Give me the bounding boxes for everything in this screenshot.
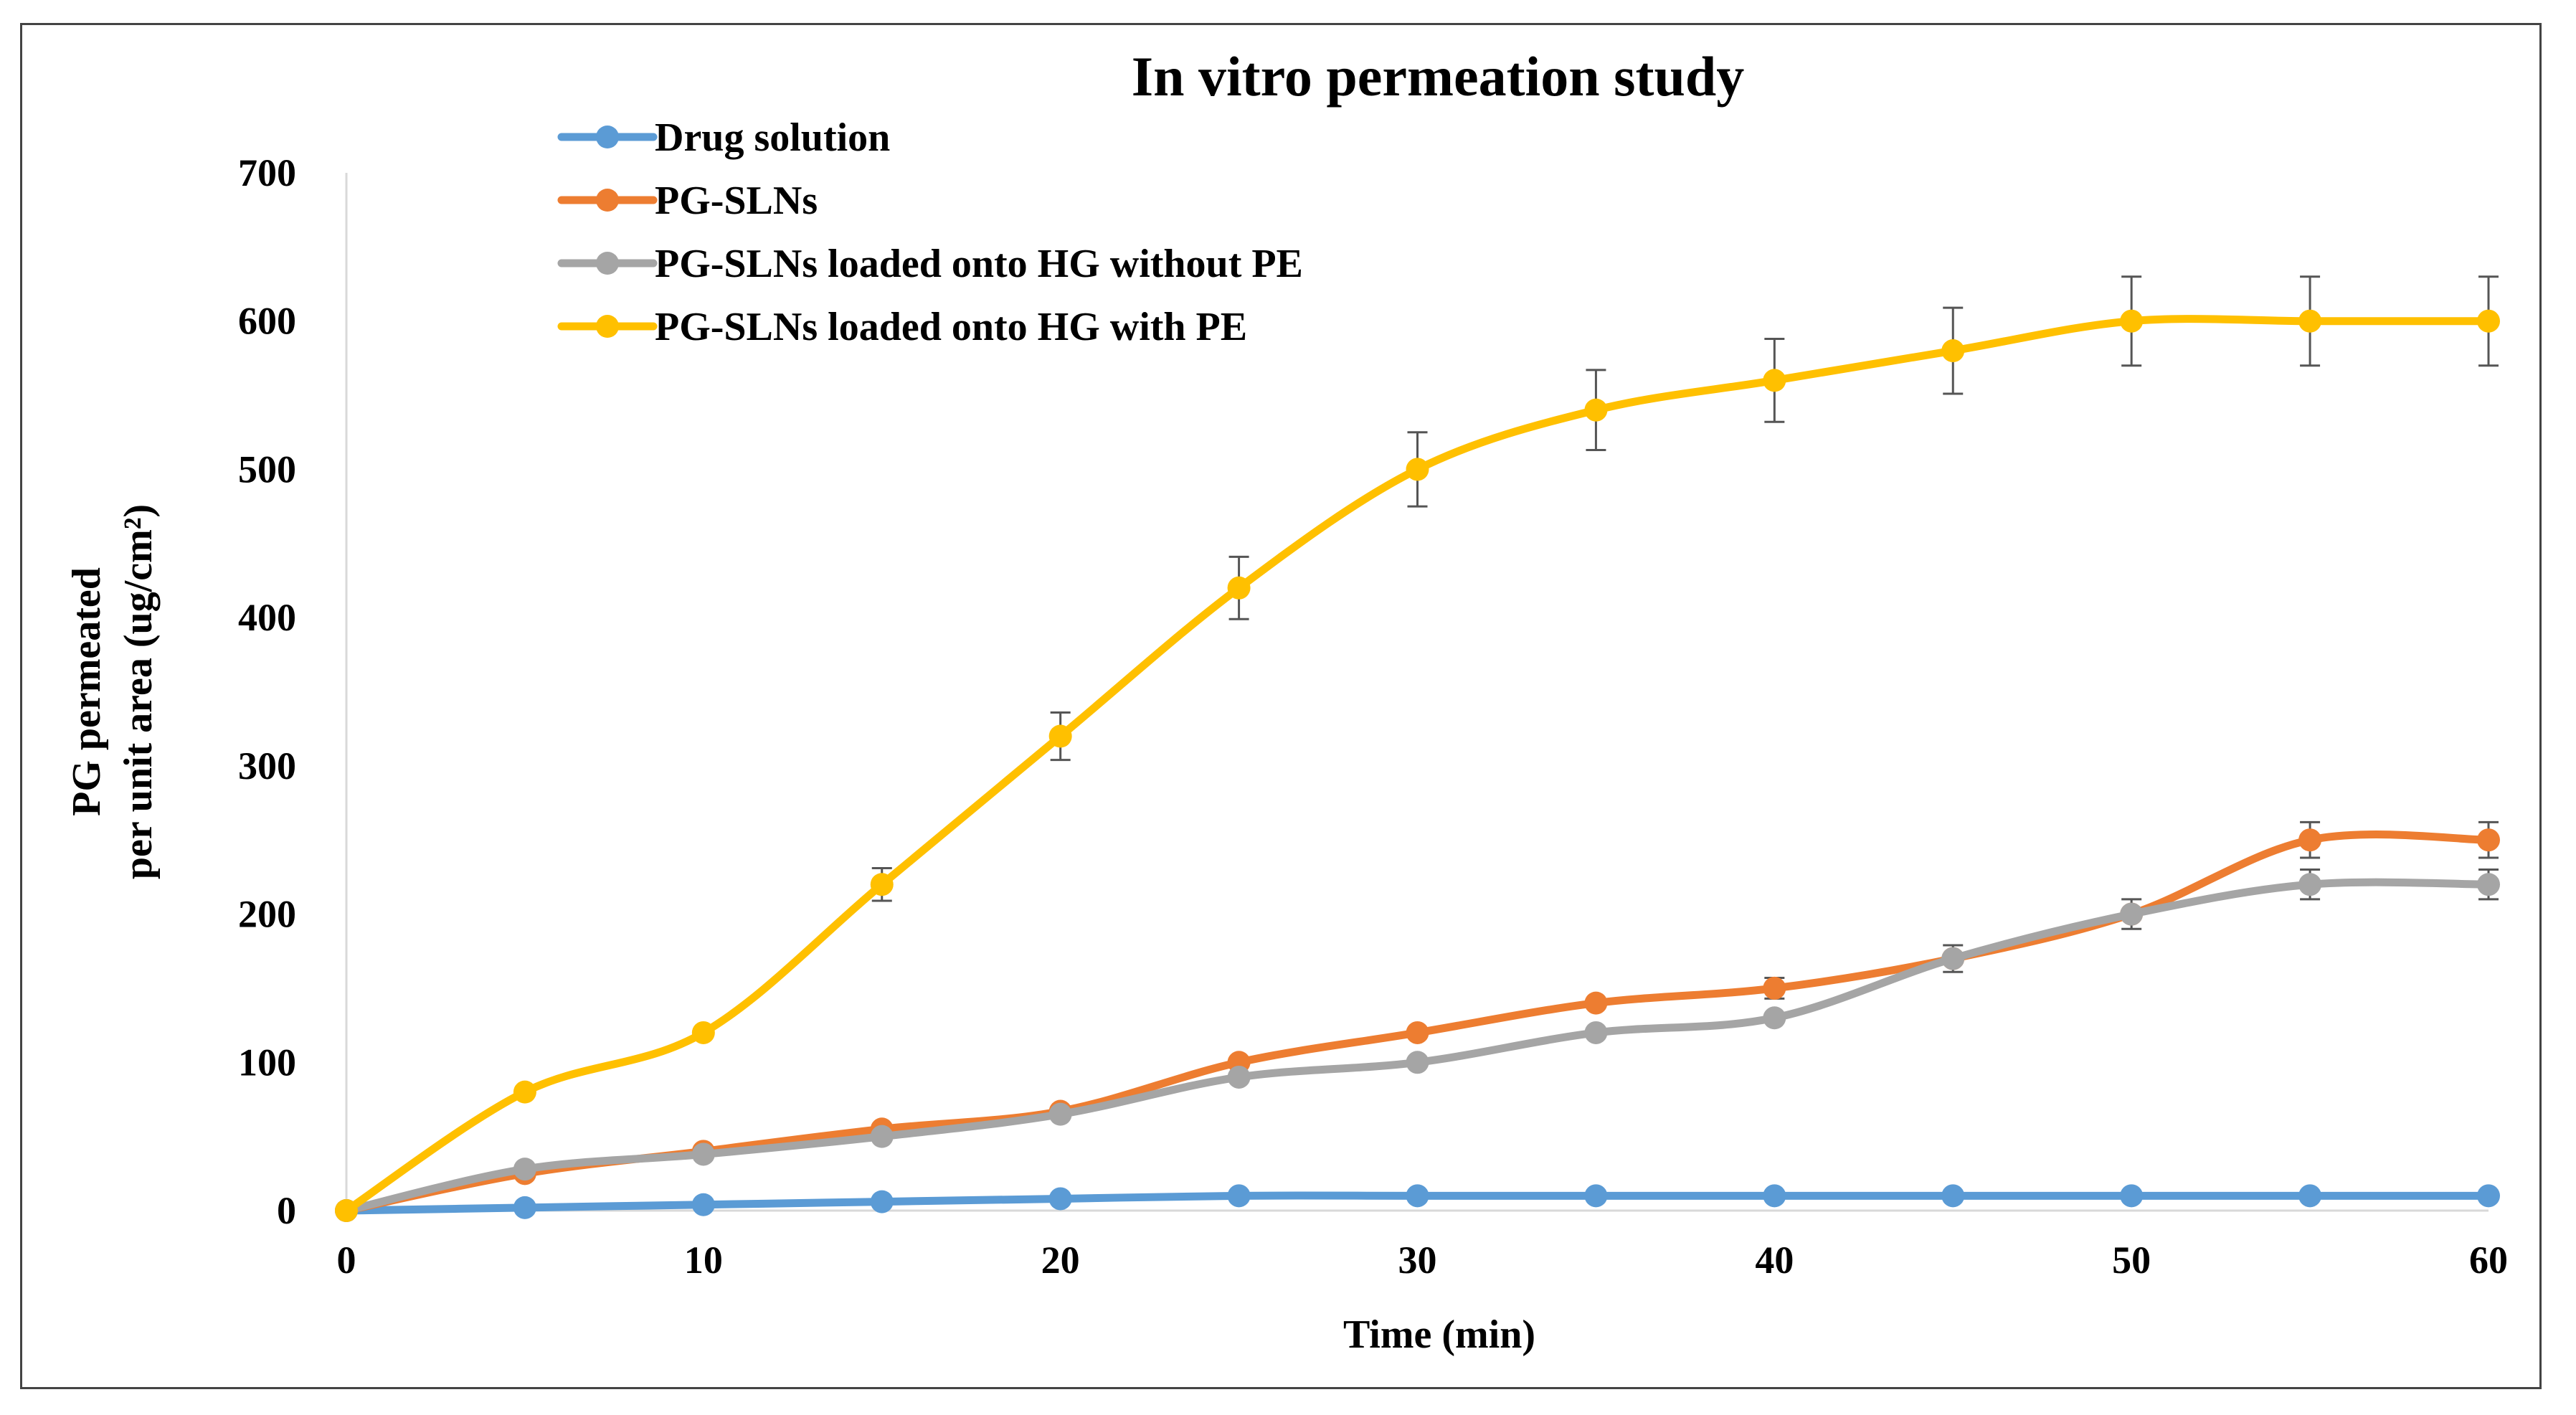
data-point xyxy=(870,1125,894,1148)
series-4 xyxy=(335,275,2500,1222)
series-1 xyxy=(335,1184,2500,1222)
y-tick-label: 500 xyxy=(238,448,296,491)
data-point xyxy=(1941,339,1965,363)
data-point xyxy=(1941,947,1965,970)
chart-canvas: In vitro permeation study PG permeated p… xyxy=(65,45,2509,1357)
legend-marker xyxy=(596,189,619,212)
data-point xyxy=(1227,1184,1251,1208)
data-point xyxy=(2120,902,2144,926)
legend-label: PG-SLNs xyxy=(655,179,818,223)
y-tick-label: 300 xyxy=(238,744,296,787)
legend-item: PG-SLNs loaded onto HG without PE xyxy=(557,242,1303,286)
x-axis-title: Time (min) xyxy=(1343,1312,1535,1357)
data-point xyxy=(1941,1184,1965,1208)
data-point xyxy=(335,1199,358,1222)
data-point xyxy=(1584,398,1608,422)
data-point xyxy=(1763,1006,1786,1030)
data-point xyxy=(870,1190,894,1213)
data-point xyxy=(2298,1184,2322,1208)
x-tick-label: 20 xyxy=(1041,1239,1080,1282)
data-point xyxy=(2477,1184,2500,1208)
series-3 xyxy=(335,869,2500,1222)
legend-label: Drug solution xyxy=(655,115,890,160)
y-tick-label: 700 xyxy=(238,151,296,194)
y-tick-label: 0 xyxy=(277,1189,296,1232)
data-point xyxy=(2298,828,2322,852)
data-point xyxy=(2477,828,2500,852)
data-point xyxy=(1227,576,1251,600)
data-point xyxy=(2298,309,2322,333)
data-point xyxy=(1406,1184,1429,1208)
data-point xyxy=(1763,1184,1786,1208)
data-point xyxy=(691,1193,715,1216)
data-point xyxy=(513,1080,536,1104)
y-axis-title: PG permeated per unit area (ug/cm²) xyxy=(65,504,161,879)
data-point xyxy=(870,873,894,896)
data-point xyxy=(1584,1021,1608,1044)
data-point xyxy=(1048,724,1072,748)
series-2 xyxy=(335,820,2500,1222)
y-axis-title-line-1: PG permeated xyxy=(65,567,109,816)
data-point xyxy=(2477,309,2500,333)
data-point xyxy=(513,1196,536,1219)
y-tick-label: 400 xyxy=(238,596,296,639)
y-tick-labels: 0 100 200 300 400 500 600 700 xyxy=(238,151,296,1232)
data-point xyxy=(2477,873,2500,896)
x-tick-label: 10 xyxy=(684,1239,723,1282)
legend: Drug solution PG-SLNs PG-SLNs loaded onto … xyxy=(557,115,1303,349)
data-point xyxy=(1406,1051,1429,1074)
data-point xyxy=(1406,1021,1429,1044)
legend-item: PG-SLNs loaded onto HG with PE xyxy=(557,305,1247,349)
data-point xyxy=(1227,1065,1251,1089)
data-point xyxy=(1763,976,1786,1000)
data-point xyxy=(1584,991,1608,1015)
legend-item: PG-SLNs xyxy=(557,179,818,223)
legend-marker xyxy=(596,126,619,148)
data-point xyxy=(2298,873,2322,896)
data-point xyxy=(691,1142,715,1166)
data-point xyxy=(513,1158,536,1181)
data-point xyxy=(1048,1187,1072,1211)
data-point xyxy=(1584,1184,1608,1208)
x-tick-label: 40 xyxy=(1755,1239,1794,1282)
legend-label: PG-SLNs loaded onto HG with PE xyxy=(655,305,1247,349)
y-tick-label: 600 xyxy=(238,300,296,343)
legend-marker xyxy=(596,315,619,338)
x-tick-labels: 0 10 20 30 40 50 60 xyxy=(337,1239,2509,1282)
y-tick-label: 100 xyxy=(238,1041,296,1084)
legend-label: PG-SLNs loaded onto HG without PE xyxy=(655,242,1303,286)
x-tick-label: 50 xyxy=(2112,1239,2151,1282)
legend-marker xyxy=(596,252,619,275)
x-tick-label: 60 xyxy=(2469,1239,2508,1282)
data-point xyxy=(2120,309,2144,333)
x-tick-label: 30 xyxy=(1398,1239,1437,1282)
data-point xyxy=(1406,458,1429,481)
data-point xyxy=(691,1021,715,1044)
chart-title: In vitro permeation study xyxy=(1132,45,1744,108)
y-tick-label: 200 xyxy=(238,893,296,936)
data-point xyxy=(1763,369,1786,392)
series-layer xyxy=(335,275,2500,1222)
data-point xyxy=(2120,1184,2144,1208)
x-tick-label: 0 xyxy=(337,1239,356,1282)
y-axis-title-line-2: per unit area (ug/cm²) xyxy=(116,504,161,879)
data-point xyxy=(1048,1102,1072,1126)
chart-frame: In vitro permeation study PG permeated p… xyxy=(20,23,2542,1389)
legend-item: Drug solution xyxy=(557,115,890,160)
